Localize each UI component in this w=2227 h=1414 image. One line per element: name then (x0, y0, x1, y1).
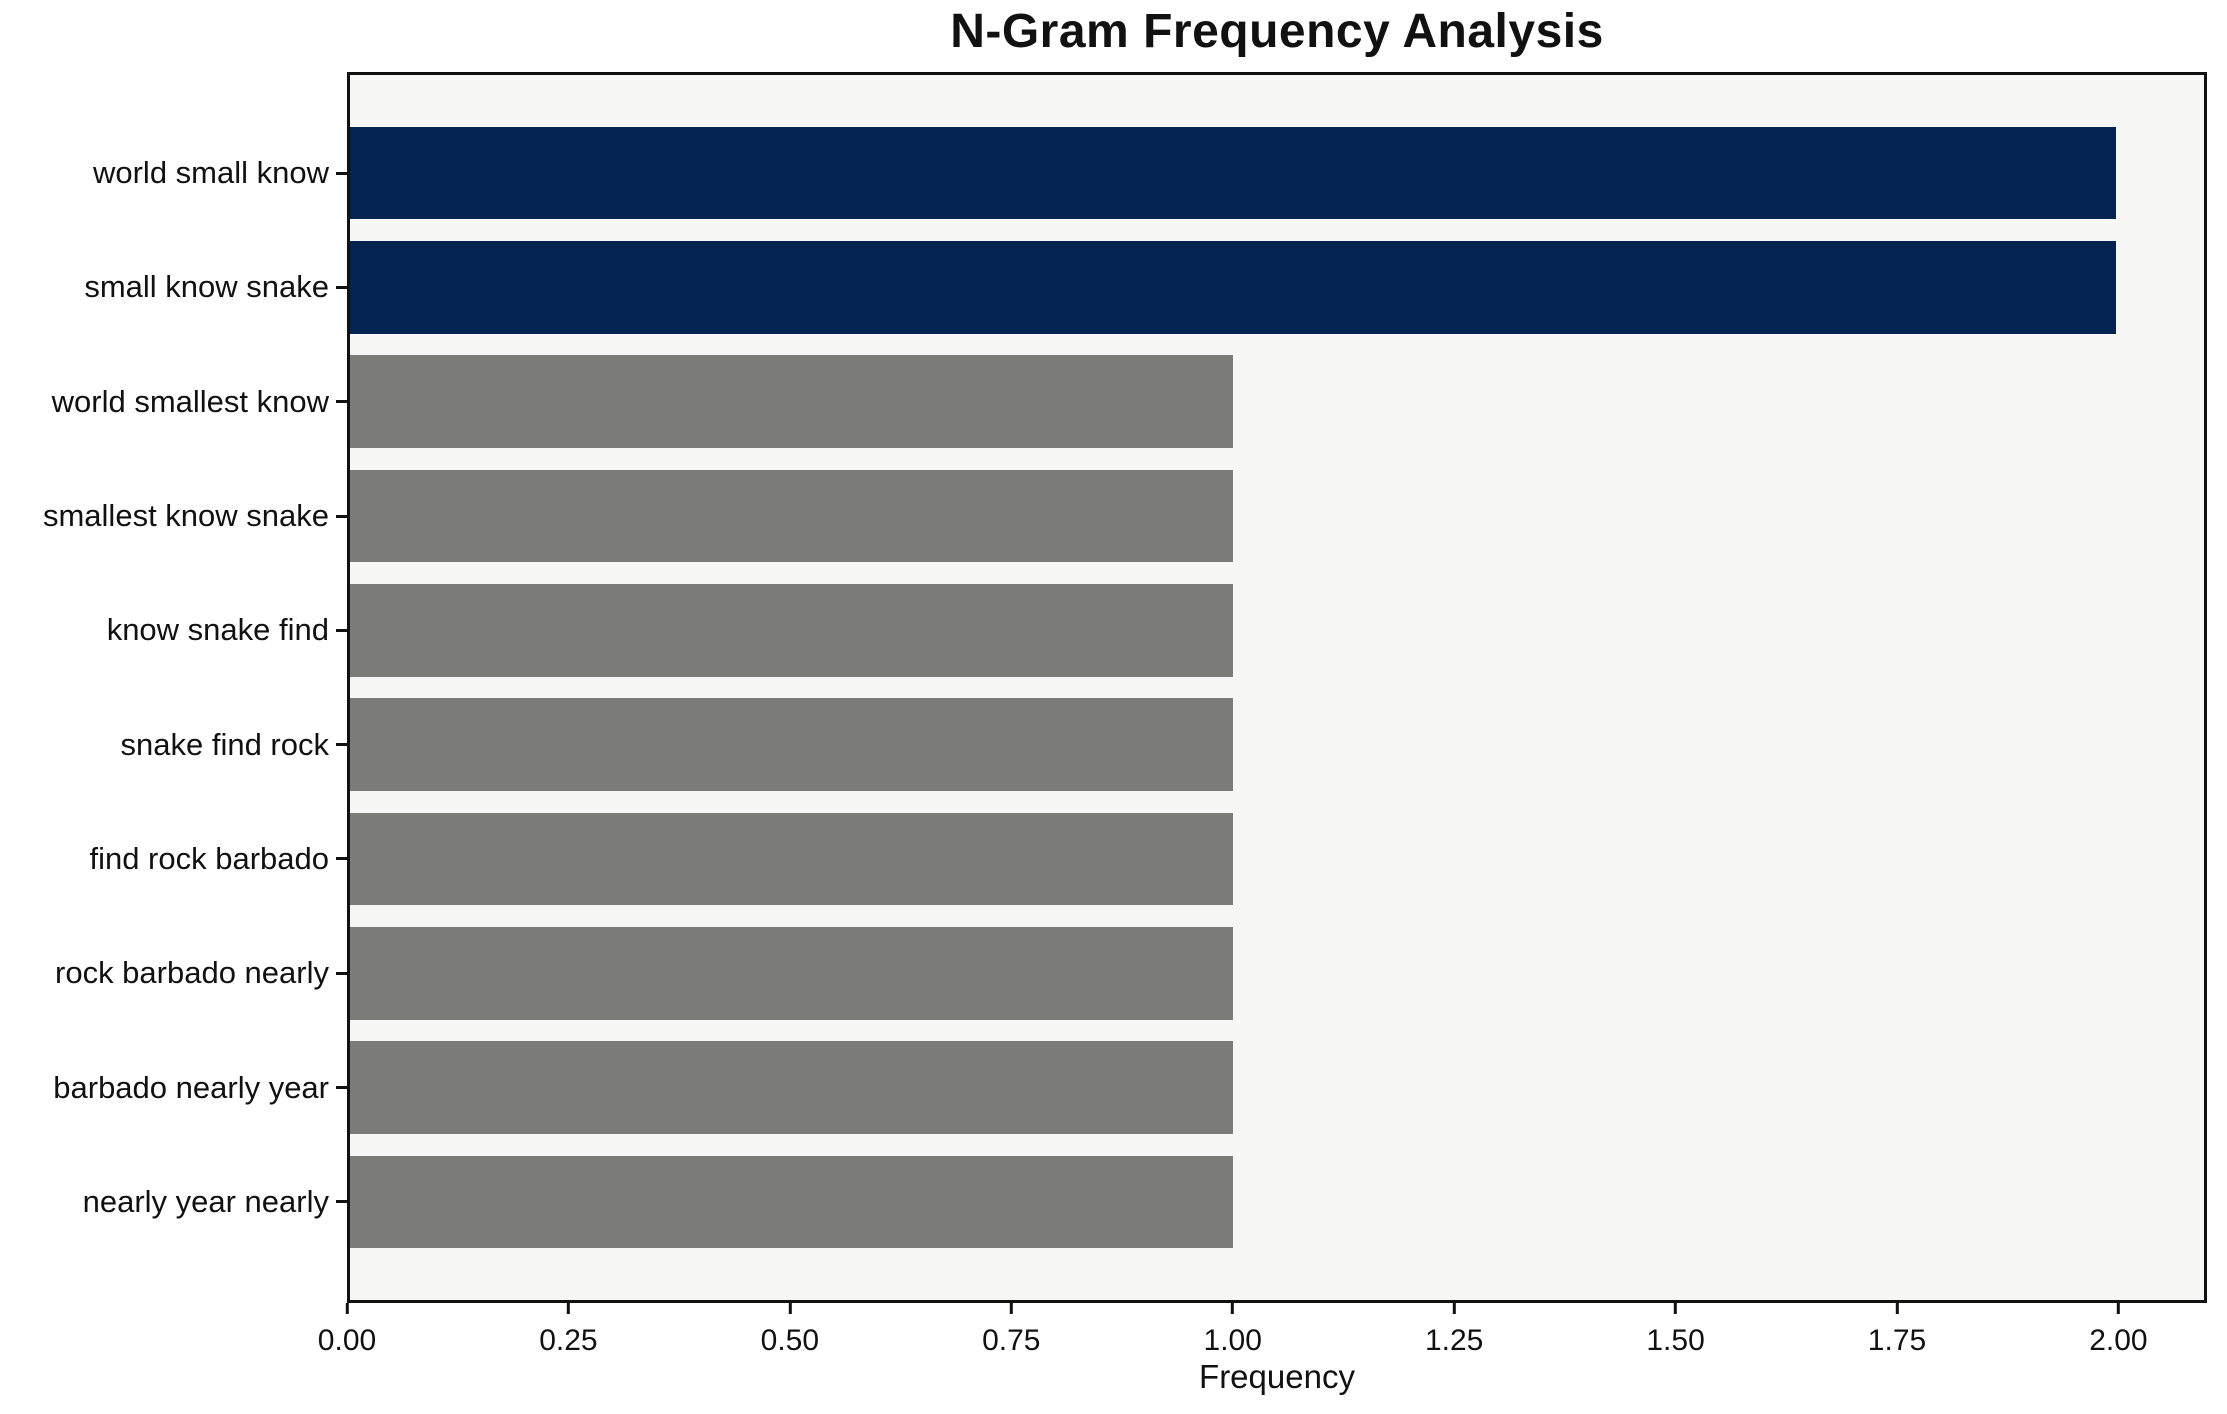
y-tick-mark (336, 628, 347, 632)
bar (350, 126, 2116, 220)
bar-row (350, 1030, 2204, 1144)
bar-row (350, 345, 2204, 459)
bar (350, 584, 1233, 677)
x-tick-label: 1.50 (1646, 1324, 1705, 1357)
x-tick: 1.25 (1425, 1303, 1483, 1358)
x-tick-mark (1674, 1303, 1678, 1314)
y-tick-row: nearly year nearly (0, 1145, 347, 1259)
y-tick-mark (336, 1200, 347, 1204)
y-tick-row: smallest know snake (0, 459, 347, 573)
x-tick-mark (1452, 1303, 1456, 1314)
y-tick-mark (336, 1086, 347, 1090)
x-tick-mark (345, 1303, 349, 1314)
x-tick: 0.50 (761, 1303, 819, 1358)
x-tick-label: 1.25 (1424, 1324, 1484, 1357)
x-tick-label: 1.00 (1203, 1324, 1262, 1357)
bar (350, 469, 1233, 563)
x-tick-mark (1231, 1303, 1235, 1314)
x-tick-mark (1009, 1303, 1013, 1314)
x-tick-mark (566, 1303, 570, 1314)
bar-row (350, 230, 2204, 344)
y-tick-label: find rock barbado (89, 840, 329, 876)
bar (350, 698, 1233, 791)
bar-row (350, 687, 2204, 801)
bar (350, 241, 2116, 334)
y-tick-mark (336, 743, 347, 747)
x-tick: 1.00 (1204, 1303, 1262, 1358)
plot-area (347, 72, 2207, 1303)
y-tick-row: small know snake (0, 230, 347, 344)
x-tick: 0.00 (318, 1303, 376, 1358)
x-axis-label: Frequency (1199, 1358, 1355, 1395)
y-tick-label: know snake find (106, 612, 329, 648)
x-tick: 0.25 (539, 1303, 598, 1358)
x-tick-label: 0.50 (760, 1324, 820, 1357)
y-tick-row: rock barbado nearly (0, 916, 347, 1030)
y-tick-row: barbado nearly year (0, 1030, 347, 1144)
x-tick-mark (788, 1303, 792, 1314)
y-tick-row: world smallest know (0, 345, 347, 459)
x-tick-label: 0.75 (982, 1324, 1041, 1357)
y-tick-label: nearly year nearly (82, 1183, 329, 1219)
y-tick-mark (336, 171, 347, 175)
bar-row (350, 573, 2204, 687)
y-tick-label: rock barbado nearly (55, 955, 329, 991)
x-tick: 0.75 (982, 1303, 1040, 1358)
y-tick-label: world smallest know (51, 383, 329, 419)
x-tick: 1.75 (1868, 1303, 1926, 1358)
bar (350, 1155, 1233, 1249)
x-tick: 1.50 (1646, 1303, 1705, 1358)
bar-row (350, 916, 2204, 1030)
y-tick-row: world small know (0, 116, 347, 230)
y-tick-row: snake find rock (0, 687, 347, 801)
bars-container (350, 75, 2204, 1300)
x-tick-mark (1895, 1303, 1899, 1314)
y-tick-mark (336, 285, 347, 289)
x-tick-mark (2116, 1303, 2120, 1314)
bar (350, 812, 1233, 906)
y-tick-row: find rock barbado (0, 802, 347, 916)
bar (350, 355, 1233, 449)
bar (350, 1041, 1233, 1134)
y-tick-mark (336, 857, 347, 861)
x-tick-label: 1.75 (1867, 1324, 1927, 1357)
bar-row (350, 1145, 2204, 1259)
x-tick-label: 0.25 (539, 1324, 598, 1357)
x-tick-label: 2.00 (2089, 1324, 2148, 1357)
y-tick-mark (336, 400, 347, 404)
x-tick: 2.00 (2089, 1303, 2148, 1358)
y-tick-label: world small know (92, 155, 329, 191)
y-tick-mark (336, 971, 347, 975)
bar (350, 926, 1233, 1020)
y-axis-labels: world small know small know snake world sm… (0, 72, 347, 1303)
x-tick-label: 0.00 (317, 1324, 377, 1357)
y-tick-mark (336, 514, 347, 518)
bar-row (350, 802, 2204, 916)
y-tick-label: barbado nearly year (53, 1069, 329, 1105)
bar-row (350, 116, 2204, 230)
y-tick-row: know snake find (0, 573, 347, 687)
chart-title: N-Gram Frequency Analysis (950, 5, 1604, 58)
y-tick-label: small know snake (84, 269, 329, 305)
y-tick-label: snake find rock (120, 726, 330, 762)
y-tick-label: smallest know snake (42, 498, 329, 534)
bar-row (350, 459, 2204, 573)
